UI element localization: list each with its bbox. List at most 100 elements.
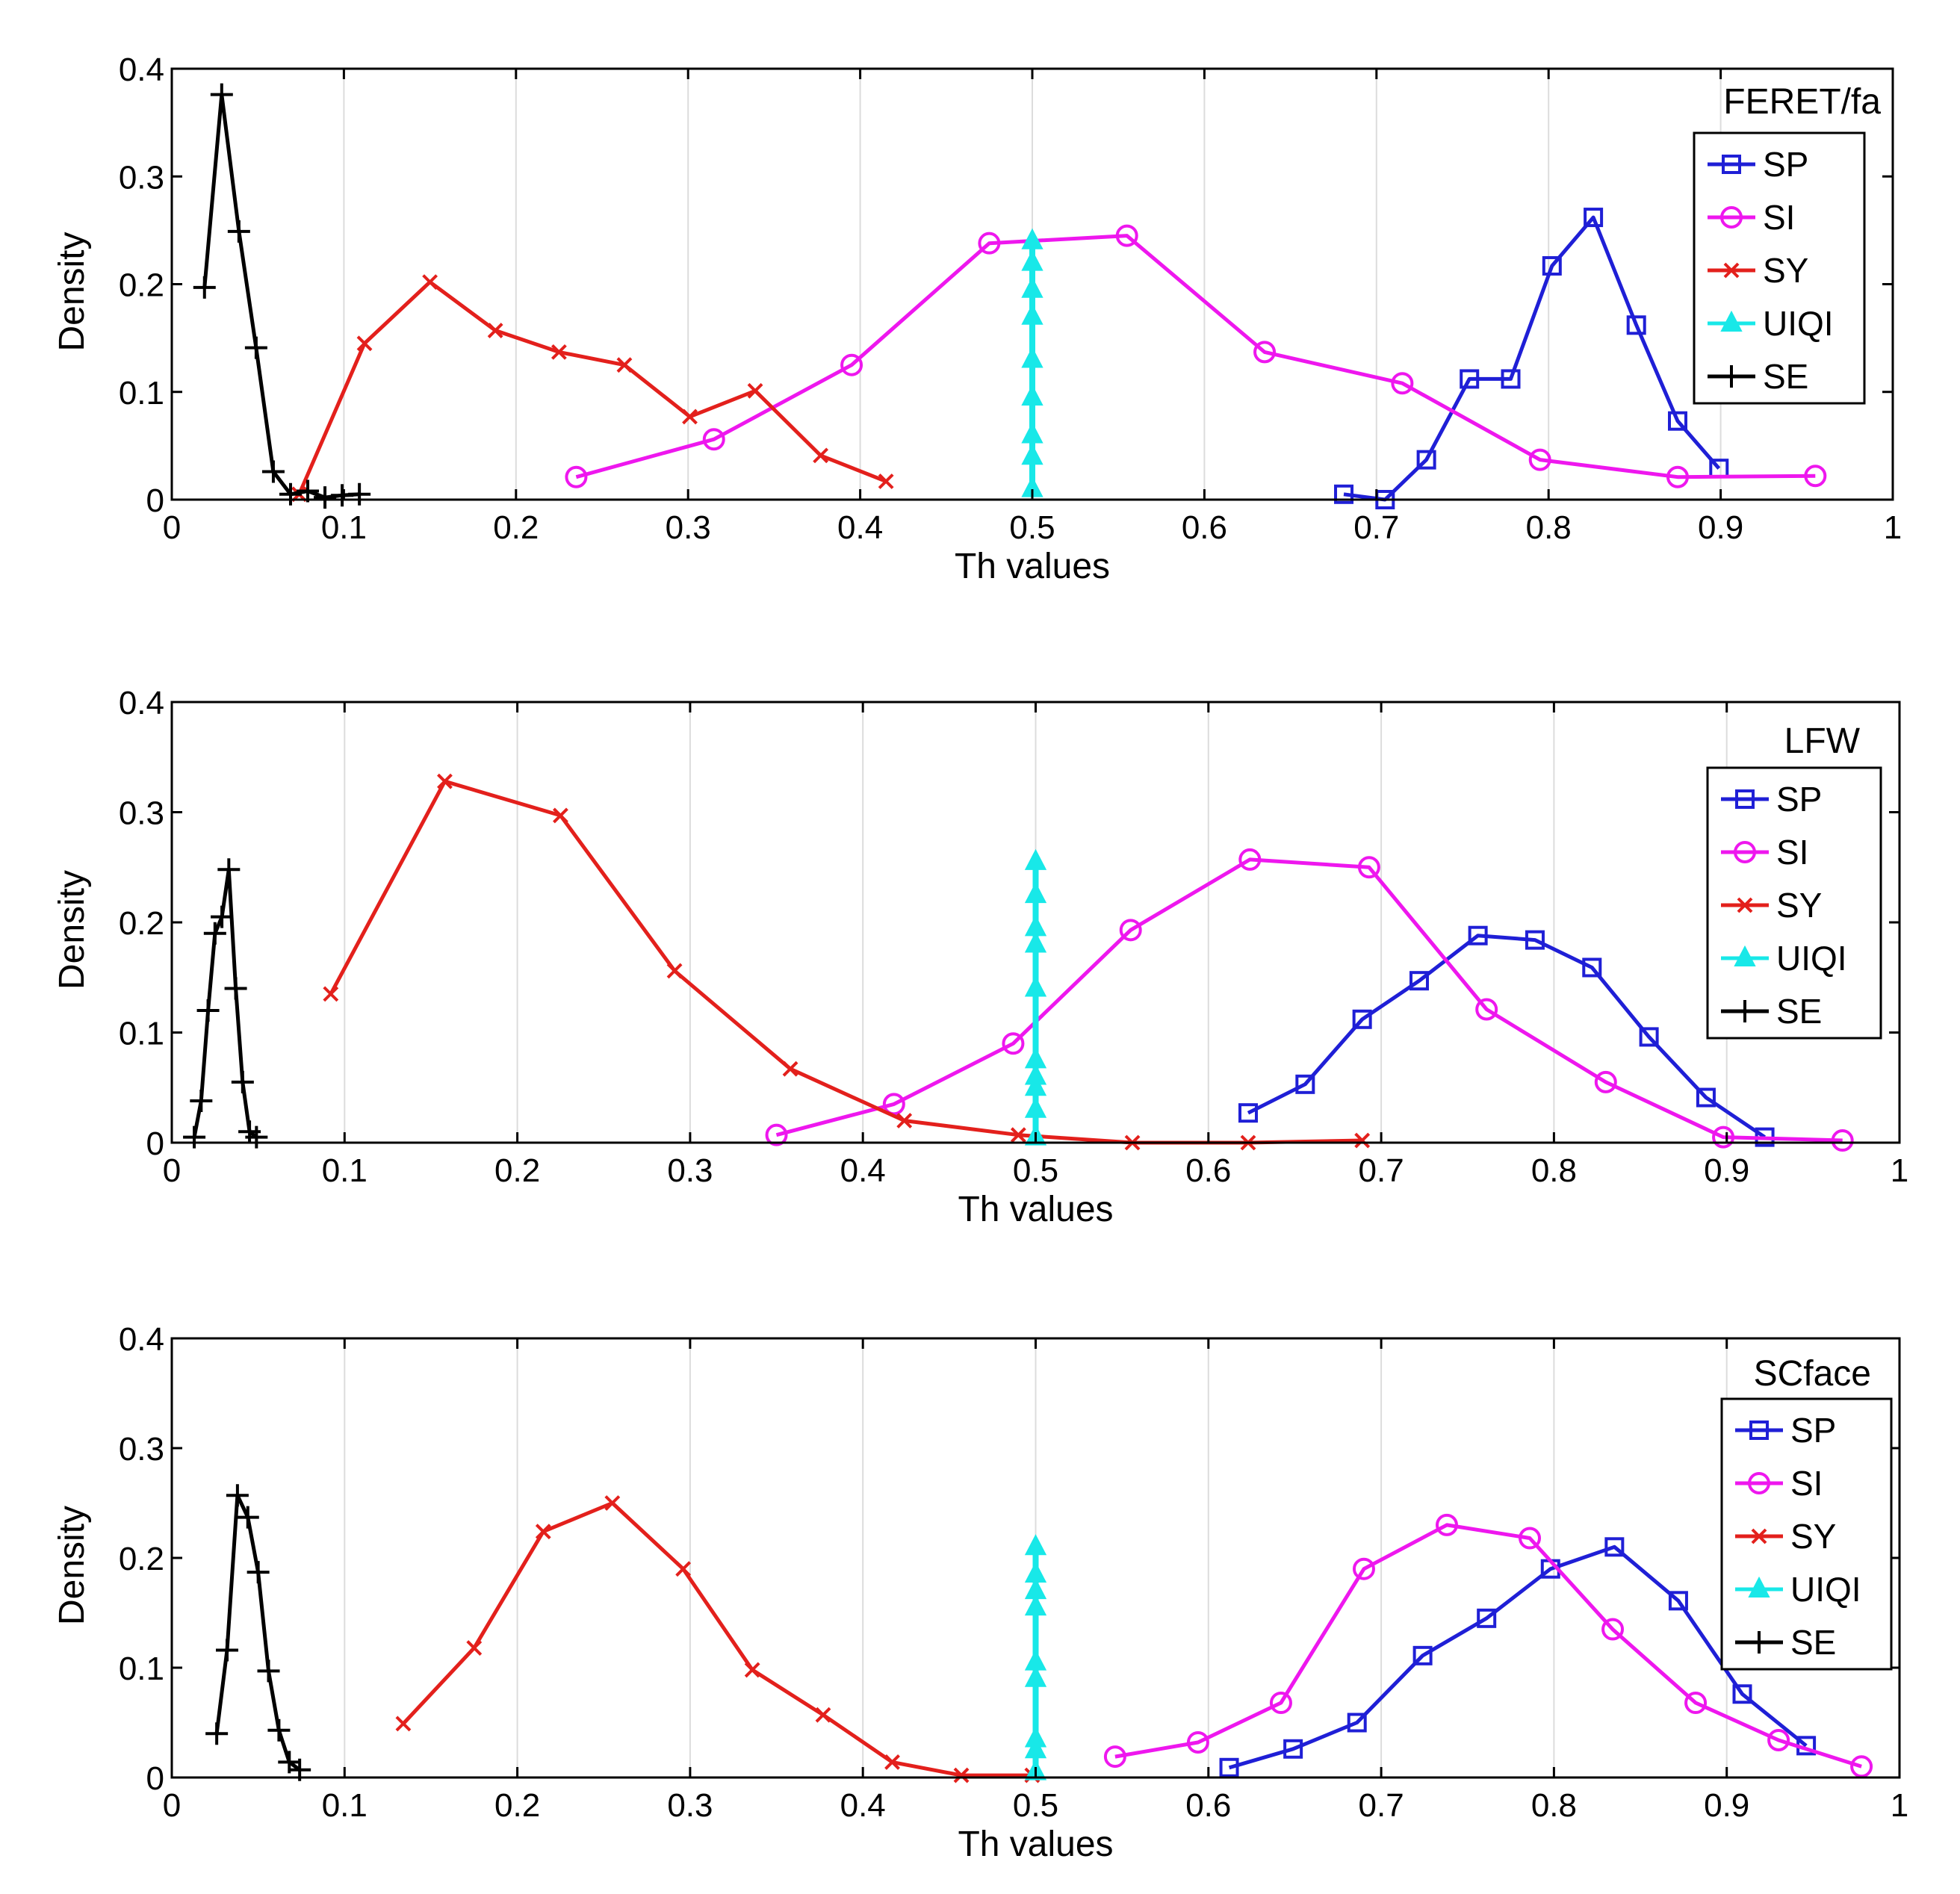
series-uiqi bbox=[1024, 1534, 1047, 1780]
y-tick-label: 0.3 bbox=[119, 159, 164, 196]
data-point-si bbox=[1712, 1125, 1735, 1149]
data-point-uiqi bbox=[1024, 1594, 1047, 1616]
data-point-si bbox=[1238, 848, 1262, 871]
data-point-uiqi bbox=[1024, 1577, 1047, 1600]
data-point-si bbox=[1186, 1730, 1209, 1754]
series-si bbox=[765, 848, 1854, 1152]
x-tick-label: 0.1 bbox=[321, 509, 367, 546]
x-tick-label: 1 bbox=[1891, 1152, 1908, 1189]
data-point-se bbox=[211, 905, 234, 928]
x-tick-label: 0.9 bbox=[1704, 1152, 1749, 1189]
data-point-se bbox=[217, 858, 241, 881]
data-point-si bbox=[1666, 465, 1689, 488]
series-line-sy bbox=[297, 280, 887, 495]
data-point-uiqi bbox=[1024, 1726, 1047, 1748]
x-tick-label: 0.1 bbox=[322, 1152, 368, 1189]
data-point-si bbox=[1357, 856, 1380, 879]
x-tick-label: 0.8 bbox=[1526, 509, 1572, 546]
data-point-si bbox=[1391, 372, 1414, 395]
data-point-uiqi bbox=[1021, 303, 1043, 325]
x-tick-label: 0.8 bbox=[1531, 1787, 1577, 1824]
data-point-se bbox=[236, 1506, 259, 1529]
data-point-si bbox=[1594, 1070, 1617, 1093]
data-point-uiqi bbox=[1021, 422, 1043, 444]
data-point-si bbox=[978, 232, 1001, 255]
legend: SP SI SY UIQI SE bbox=[1720, 1397, 1893, 1671]
data-point-sp bbox=[1584, 208, 1604, 228]
x-axis-label: Th values bbox=[958, 1825, 1113, 1864]
legend-marker-si bbox=[1748, 1472, 1770, 1494]
x-tick-label: 0.8 bbox=[1531, 1152, 1577, 1189]
data-point-si bbox=[1253, 341, 1277, 364]
x-tick-label: 0.4 bbox=[840, 1787, 886, 1824]
data-point-sy bbox=[782, 1061, 798, 1077]
legend-label: SE bbox=[1763, 357, 1808, 396]
x-tick-label: 0.3 bbox=[667, 1152, 713, 1189]
legend-label: SE bbox=[1776, 992, 1822, 1031]
data-point-se bbox=[267, 1718, 291, 1742]
legend: SP SI SY UIQI SE bbox=[1693, 131, 1866, 405]
legend-marker-sp bbox=[1749, 1420, 1769, 1440]
x-tick-label: 0.4 bbox=[837, 509, 883, 546]
data-point-si bbox=[1002, 1032, 1025, 1055]
data-point-sp bbox=[1295, 1074, 1315, 1094]
legend-label: SE bbox=[1790, 1623, 1836, 1662]
legend-label: UIQI bbox=[1763, 304, 1834, 343]
data-point-sp bbox=[1582, 957, 1602, 978]
data-point-si bbox=[702, 428, 725, 451]
data-point-uiqi bbox=[1024, 1047, 1047, 1069]
legend-marker-sy bbox=[1723, 262, 1740, 279]
series-uiqi bbox=[1021, 228, 1043, 497]
legend-marker-si bbox=[1720, 206, 1743, 229]
data-point-se bbox=[257, 1659, 280, 1683]
data-point-se bbox=[205, 1722, 229, 1745]
legend: SP SI SY UIQI SE bbox=[1706, 766, 1882, 1040]
legend-item-se: SE bbox=[1708, 357, 1808, 396]
data-point-uiqi bbox=[1024, 1561, 1047, 1583]
data-point-uiqi bbox=[1021, 276, 1043, 298]
legend-box bbox=[1693, 131, 1866, 405]
data-point-sy bbox=[535, 1524, 551, 1540]
y-tick-label: 0 bbox=[146, 1125, 164, 1162]
x-tick-label: 0 bbox=[163, 1152, 181, 1189]
legend-marker-uiqi bbox=[1720, 310, 1743, 332]
legend-marker-si bbox=[1734, 841, 1756, 863]
legend-box bbox=[1706, 766, 1882, 1040]
data-point-si bbox=[1475, 998, 1498, 1021]
y-tick-label: 0.4 bbox=[119, 685, 164, 721]
legend-item-uiqi: UIQI bbox=[1708, 304, 1834, 343]
legend-item-se: SE bbox=[1735, 1623, 1836, 1662]
x-axis-label: Th values bbox=[955, 547, 1110, 586]
series-line-si bbox=[775, 857, 1843, 1143]
chart-panel-2: 0 0.1 0.2 0.3 0.4 0.5 0.6 0.7 0.8 0.9 1 0 0.1 0.2 0.3 0… bbox=[52, 685, 1908, 1229]
legend-label: SY bbox=[1776, 886, 1822, 925]
data-point-si bbox=[765, 1123, 788, 1146]
data-point-se bbox=[245, 1125, 268, 1149]
y-tick-label: 0.3 bbox=[119, 1431, 164, 1468]
data-point-se bbox=[246, 1561, 270, 1584]
legend-marker-uiqi bbox=[1748, 1576, 1770, 1598]
legend-item-sy: SY bbox=[1735, 1517, 1836, 1556]
y-tick-label: 0.2 bbox=[119, 905, 164, 942]
data-point-si bbox=[1103, 1745, 1126, 1769]
data-point-sp bbox=[1219, 1757, 1239, 1777]
data-point-si bbox=[1269, 1692, 1292, 1715]
y-tick-label: 0.1 bbox=[119, 1651, 164, 1687]
panel-title: FERET/fa bbox=[1723, 82, 1881, 122]
data-point-uiqi bbox=[1024, 1075, 1047, 1096]
x-tick-label: 0.6 bbox=[1185, 1152, 1231, 1189]
y-tick-label: 0.2 bbox=[119, 267, 164, 304]
data-point-sp bbox=[1501, 369, 1521, 389]
data-point-se bbox=[279, 482, 302, 506]
data-point-uiqi bbox=[1021, 347, 1043, 368]
legend-item-se: SE bbox=[1721, 992, 1822, 1031]
data-point-se bbox=[210, 83, 233, 106]
y-axis-label: Density bbox=[52, 870, 92, 990]
data-point-uiqi bbox=[1021, 384, 1043, 406]
series-sp bbox=[1334, 208, 1729, 509]
data-point-sp bbox=[1409, 971, 1429, 991]
data-point-sy bbox=[437, 773, 453, 789]
data-point-sp bbox=[1334, 484, 1354, 504]
data-point-se bbox=[244, 336, 267, 359]
